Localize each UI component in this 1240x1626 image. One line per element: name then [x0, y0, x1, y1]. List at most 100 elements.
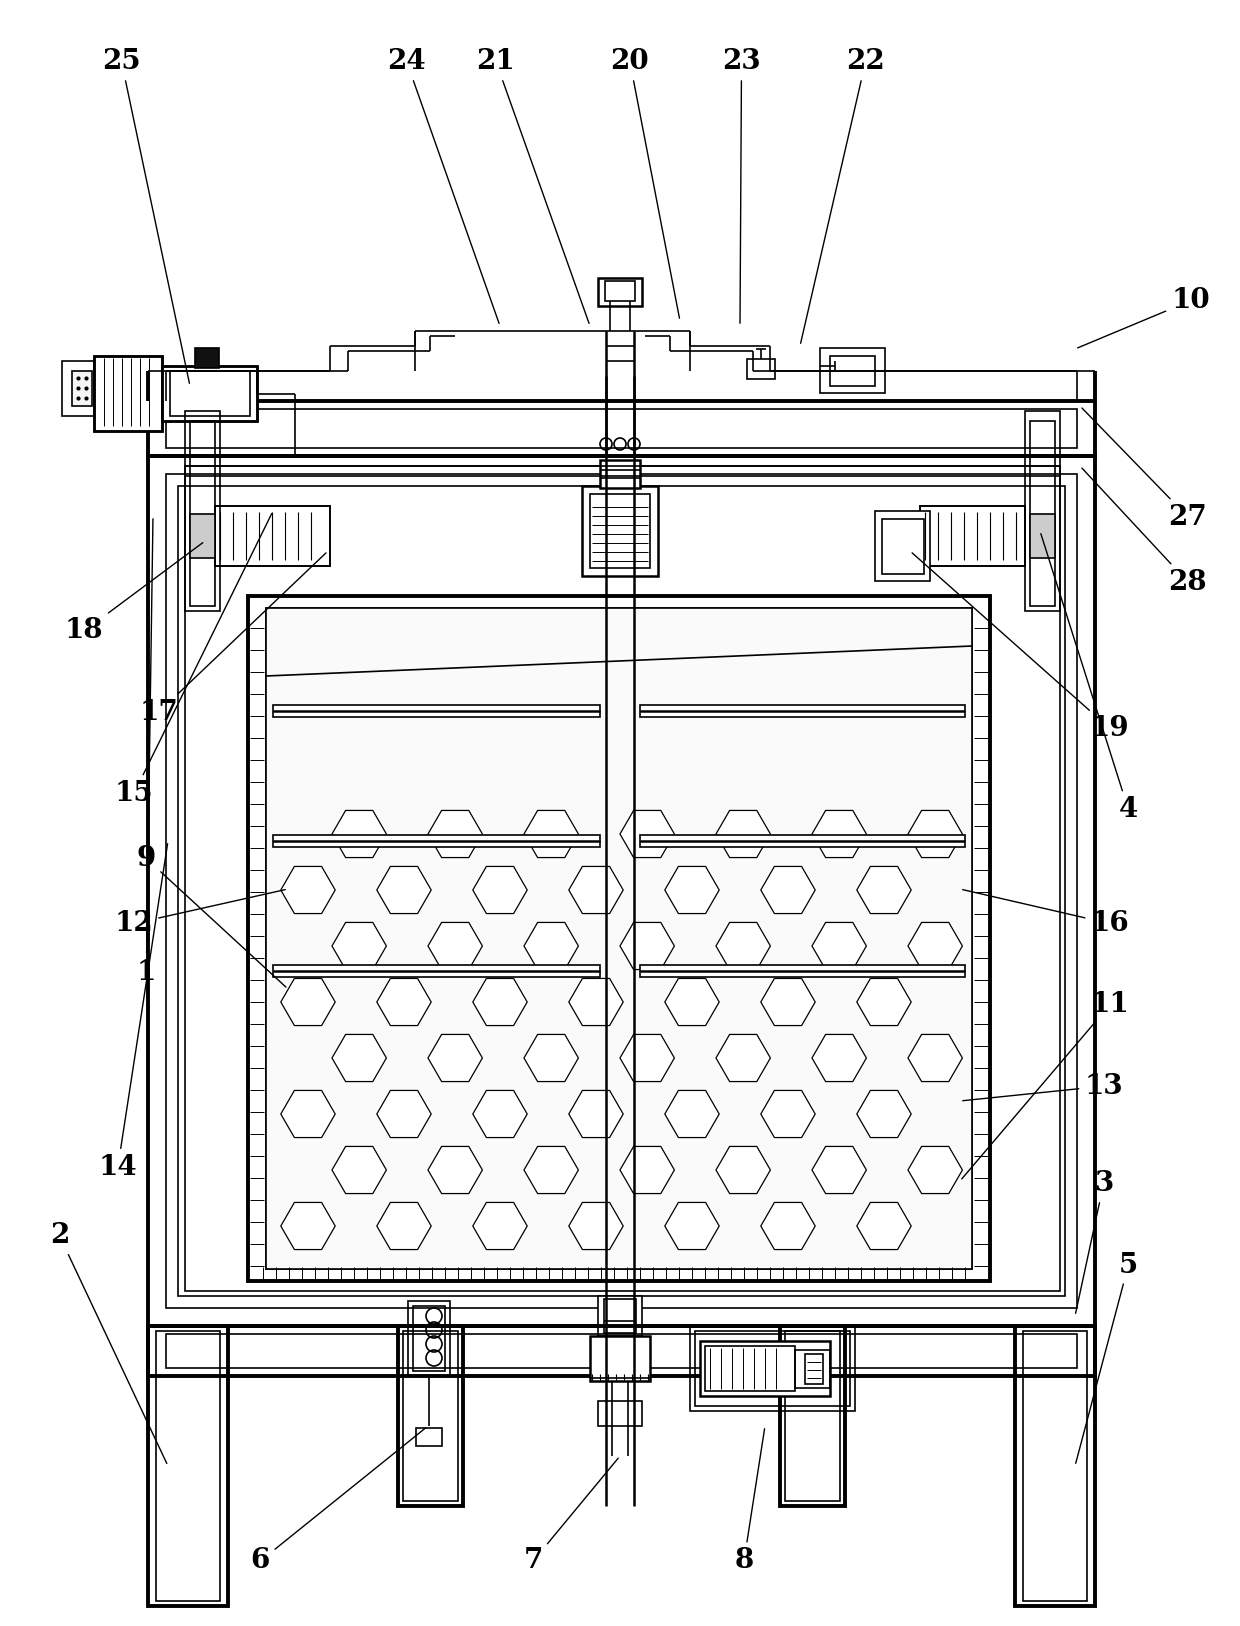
Bar — [156, 1332, 219, 1602]
Polygon shape — [908, 922, 962, 969]
Text: 23: 23 — [722, 49, 761, 324]
Bar — [166, 1333, 1078, 1367]
Bar — [62, 361, 94, 416]
Polygon shape — [761, 1091, 815, 1138]
Polygon shape — [525, 1146, 578, 1193]
Bar — [148, 1325, 1095, 1376]
Text: 12: 12 — [114, 889, 285, 937]
Text: 20: 20 — [610, 49, 680, 319]
Text: 6: 6 — [250, 1428, 425, 1574]
Text: 25: 25 — [102, 49, 190, 384]
Bar — [248, 597, 990, 1281]
Bar — [179, 486, 1065, 1296]
Polygon shape — [665, 1091, 719, 1138]
Bar — [1023, 1332, 1087, 1602]
Bar — [830, 356, 875, 385]
Polygon shape — [377, 1091, 432, 1138]
Bar — [72, 371, 92, 406]
Bar — [408, 1301, 450, 1376]
Text: 9: 9 — [136, 846, 286, 987]
Bar — [403, 1332, 458, 1501]
Polygon shape — [525, 922, 578, 969]
Polygon shape — [761, 1203, 815, 1249]
Bar — [148, 402, 1095, 455]
Polygon shape — [525, 1034, 578, 1081]
Bar — [820, 348, 885, 393]
Bar — [267, 608, 972, 1268]
Text: 27: 27 — [1083, 408, 1208, 530]
Bar — [640, 964, 965, 977]
Polygon shape — [715, 1146, 770, 1193]
Bar — [640, 836, 965, 847]
Bar — [273, 836, 600, 847]
Bar — [598, 278, 642, 306]
Polygon shape — [377, 979, 432, 1026]
Text: 2: 2 — [50, 1223, 167, 1463]
Text: 16: 16 — [962, 889, 1130, 937]
Polygon shape — [569, 867, 624, 914]
Bar — [94, 356, 162, 431]
Bar — [190, 514, 215, 558]
Text: 19: 19 — [913, 553, 1130, 741]
Bar — [785, 1332, 839, 1501]
Polygon shape — [428, 810, 482, 857]
Polygon shape — [332, 810, 387, 857]
Polygon shape — [665, 1203, 719, 1249]
Text: 11: 11 — [962, 992, 1130, 1179]
Bar — [267, 608, 972, 1268]
Polygon shape — [377, 1203, 432, 1249]
Bar — [882, 519, 924, 574]
Polygon shape — [908, 1034, 962, 1081]
Text: 22: 22 — [801, 49, 885, 343]
Text: 3: 3 — [1075, 1171, 1114, 1314]
Text: 7: 7 — [523, 1459, 619, 1574]
Bar — [795, 1350, 830, 1389]
Bar — [166, 410, 1078, 449]
Polygon shape — [812, 1146, 867, 1193]
Polygon shape — [715, 922, 770, 969]
Bar — [590, 1337, 650, 1380]
Polygon shape — [332, 1146, 387, 1193]
Polygon shape — [280, 867, 335, 914]
Bar — [148, 1325, 228, 1606]
Bar — [689, 1325, 856, 1411]
Polygon shape — [332, 922, 387, 969]
Bar — [604, 1299, 636, 1333]
Bar — [148, 455, 1095, 1325]
Polygon shape — [761, 867, 815, 914]
Polygon shape — [569, 979, 624, 1026]
Polygon shape — [665, 979, 719, 1026]
Polygon shape — [472, 979, 527, 1026]
Bar — [582, 486, 658, 576]
Text: 4: 4 — [1040, 533, 1138, 823]
Text: 10: 10 — [1078, 288, 1210, 348]
Polygon shape — [428, 1146, 482, 1193]
Polygon shape — [665, 867, 719, 914]
Polygon shape — [715, 1034, 770, 1081]
Polygon shape — [715, 810, 770, 857]
Bar — [94, 356, 162, 431]
Text: 14: 14 — [98, 844, 167, 1180]
Polygon shape — [428, 1034, 482, 1081]
Polygon shape — [280, 1203, 335, 1249]
Text: 17: 17 — [139, 553, 326, 725]
Bar — [746, 359, 775, 379]
Polygon shape — [908, 810, 962, 857]
Bar — [215, 506, 330, 566]
Bar — [600, 460, 640, 488]
Polygon shape — [908, 1146, 962, 1193]
Polygon shape — [857, 979, 911, 1026]
Polygon shape — [280, 979, 335, 1026]
Polygon shape — [525, 810, 578, 857]
Text: 13: 13 — [962, 1073, 1123, 1101]
Text: 5: 5 — [1076, 1252, 1138, 1463]
Bar — [415, 1428, 441, 1446]
Polygon shape — [620, 1146, 675, 1193]
Polygon shape — [857, 1091, 911, 1138]
Bar — [590, 494, 650, 567]
Bar — [166, 475, 1078, 1307]
Bar — [598, 1296, 642, 1337]
Polygon shape — [620, 810, 675, 857]
Bar — [598, 1402, 642, 1426]
Bar — [185, 411, 219, 611]
